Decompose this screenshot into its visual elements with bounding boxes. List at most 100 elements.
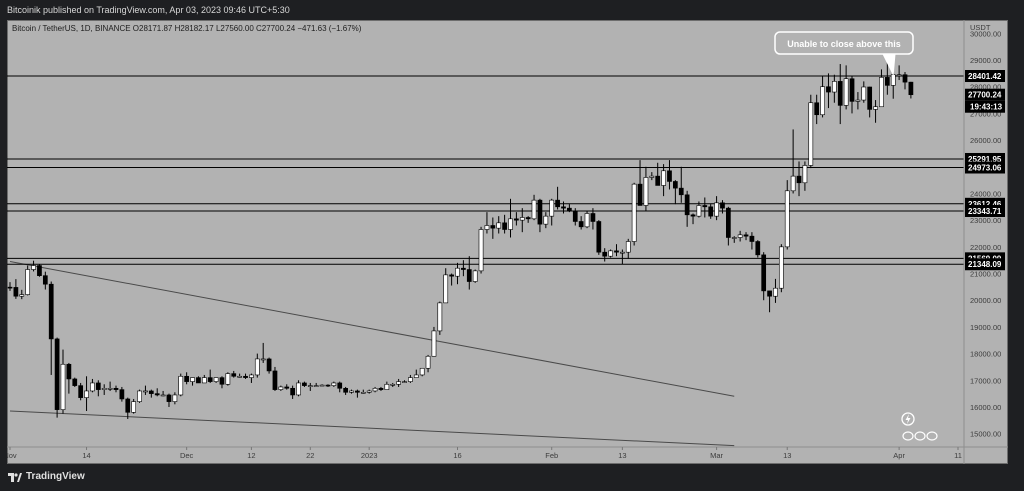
candle-body: [466, 269, 472, 282]
candle-body: [561, 206, 566, 209]
candle-body: [826, 86, 831, 93]
candle-body: [896, 74, 902, 77]
level-badge-bg: [965, 204, 1005, 217]
event-icon-1[interactable]: [902, 431, 914, 441]
candle-body: [148, 390, 154, 394]
candle-body: [525, 217, 531, 220]
candle-body: [272, 370, 278, 390]
candle-body: [166, 394, 172, 402]
candle-body: [655, 175, 661, 186]
candle-body: [755, 241, 761, 256]
annotation-box: [774, 31, 914, 55]
candle-body: [643, 177, 649, 206]
candle-body: [172, 394, 178, 402]
event-icon-2[interactable]: [914, 431, 926, 441]
candle-body: [101, 387, 107, 390]
price-tick-label: 23000.00: [970, 216, 1001, 225]
candle-body: [702, 205, 708, 208]
candle-body: [154, 393, 160, 396]
candle-body: [78, 385, 84, 398]
candle-body: [519, 217, 525, 221]
candle-body: [48, 283, 54, 340]
candle-body: [137, 390, 142, 402]
chart-canvas[interactable]: USDT 15000.00 16000.00 17000.00 18000.00 190…: [7, 20, 1008, 464]
last-price-badge: 27700.24: [968, 91, 1002, 100]
tradingview-logo-icon[interactable]: [8, 472, 22, 483]
price-axis[interactable]: USDT 15000.00 16000.00 17000.00 18000.00 190…: [963, 20, 1001, 464]
price-tick-label: 17000.00: [970, 376, 1001, 385]
time-tick-label: Apr: [893, 451, 905, 460]
candle-body: [831, 81, 837, 93]
price-tick-label: 30000.00: [970, 29, 1001, 38]
candle-body: [684, 194, 690, 216]
candle-body: [502, 222, 507, 230]
candle-body: [225, 373, 231, 385]
symbol-legend: Bitcoin / TetherUS, 1D, BINANCE O28171.8…: [12, 24, 362, 33]
price-tick-label: 22000.00: [970, 243, 1001, 252]
tradingview-brand[interactable]: TradingView: [26, 471, 85, 482]
time-tick-label: Nov: [7, 451, 17, 460]
candle-body: [37, 265, 42, 276]
candle-body: [749, 235, 755, 242]
candle-body: [60, 363, 66, 410]
candle-body: [549, 199, 555, 217]
candle-body: [608, 250, 613, 257]
candle-body: [737, 234, 743, 238]
candle-body: [443, 274, 449, 304]
candle-body: [631, 183, 637, 242]
candle-body: [408, 377, 413, 382]
time-tick-label: 13: [783, 451, 791, 460]
candle-body: [378, 387, 384, 390]
event-icon-3[interactable]: [926, 431, 938, 441]
candle-body: [725, 207, 731, 238]
candle-body: [902, 74, 908, 83]
level-badge: 21348.09: [968, 260, 1002, 269]
candle-body: [396, 381, 401, 385]
candle-body: [649, 175, 655, 178]
level-badge-bg: [965, 161, 1005, 174]
publisher-bar: Bitcoinik published on TradingView.com, …: [0, 0, 1024, 20]
candle-body: [402, 381, 407, 383]
annotation[interactable]: Unable to close above this: [774, 31, 914, 77]
candle-body: [884, 77, 890, 86]
candle-body: [337, 382, 343, 389]
candle-body: [590, 213, 596, 222]
price-tick-label: 15000.00: [970, 430, 1001, 439]
candle-body: [802, 165, 808, 184]
candle-body: [331, 382, 337, 386]
candle-body: [237, 375, 243, 378]
candle-body: [873, 106, 878, 110]
candle-body: [7, 286, 13, 289]
candle-body: [814, 102, 820, 116]
candle-body: [620, 251, 625, 254]
candle-body: [319, 384, 325, 387]
trend-line: [9, 261, 735, 397]
candle-body: [614, 250, 619, 253]
candle-body: [131, 401, 137, 413]
candle-body: [790, 175, 796, 192]
candle-body: [196, 377, 201, 384]
candle-body: [25, 269, 31, 295]
time-axis[interactable]: Nov 14 Dec 12 22 2023 16 Feb 13 Mar 13 Apr 11: [7, 446, 1008, 460]
candle-body: [449, 274, 454, 277]
candle-body: [555, 199, 560, 208]
candle-body: [861, 86, 867, 101]
candle-body: [384, 383, 390, 390]
level-badge: 28401.42: [968, 72, 1002, 81]
price-tick-label: 19000.00: [970, 323, 1001, 332]
price-tick-label: 16000.00: [970, 403, 1001, 412]
candle-body: [767, 290, 772, 297]
candle-body: [413, 374, 419, 378]
candle-body: [661, 170, 666, 186]
candle-body: [537, 199, 543, 225]
candle-body: [890, 74, 896, 86]
candle-body: [543, 215, 549, 225]
candle-body: [207, 377, 213, 382]
flash-icon[interactable]: [901, 412, 915, 426]
candle-body: [572, 210, 578, 222]
level-badge: 23612.46: [968, 200, 1002, 209]
candle-body: [455, 267, 460, 277]
candle-body: [867, 86, 873, 110]
chart-widgets[interactable]: [901, 412, 938, 441]
candle-body: [254, 358, 260, 376]
